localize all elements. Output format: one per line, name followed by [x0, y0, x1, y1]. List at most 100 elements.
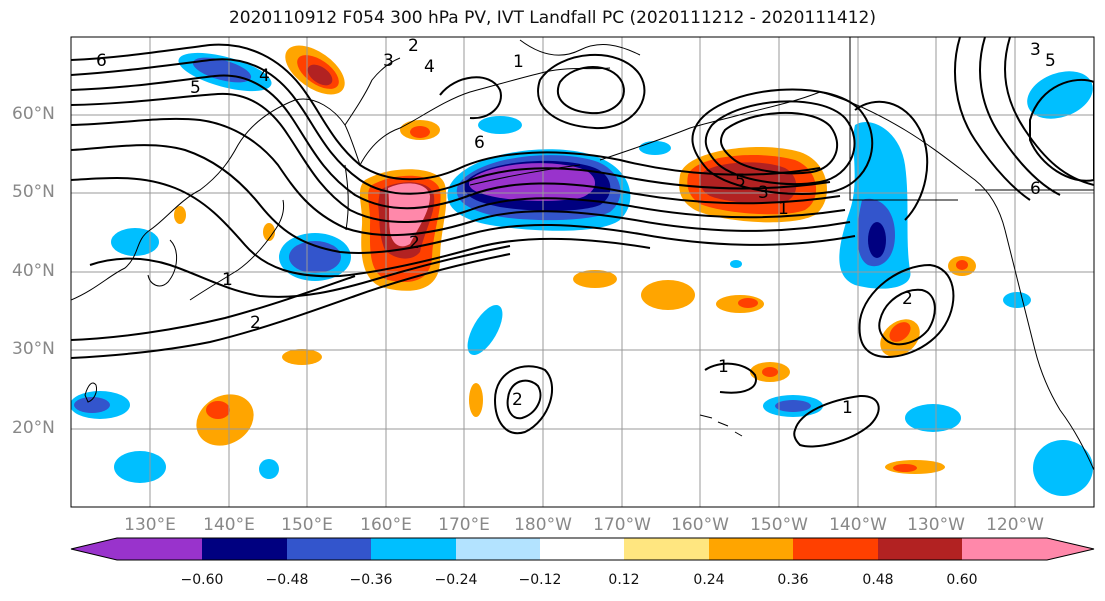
contour-label: 1 — [778, 199, 789, 219]
contour-label: 1 — [222, 270, 233, 290]
contour-label: 1 — [513, 52, 524, 72]
lon-label: 160°W — [671, 515, 729, 535]
contour-arc-hawaii — [793, 394, 880, 448]
colorbar-bin — [540, 538, 625, 560]
colorbar-outline — [70, 537, 1095, 561]
contour-label: 4 — [424, 57, 435, 77]
contour-ring-arctic-1 — [537, 54, 646, 130]
contour-ring-ne-pacific-1 — [858, 263, 955, 358]
neg-patch-small-7 — [905, 404, 961, 432]
colorbar-tick-label: 0.48 — [862, 572, 894, 588]
colorbar-tick-label: −0.48 — [265, 572, 309, 588]
contour-label: 6 — [1030, 179, 1041, 199]
contour-label: 6 — [474, 133, 485, 153]
colorbar-bin — [117, 538, 202, 560]
coast-aleutians — [469, 164, 581, 186]
contour-label: 3 — [383, 51, 394, 71]
contour-label: 6 — [96, 51, 107, 71]
map-frame — [70, 36, 1095, 508]
coast-japan — [189, 199, 285, 301]
lon-label: 150°E — [281, 515, 333, 535]
colorbar-bin — [624, 538, 709, 560]
contour-line-3 — [71, 74, 841, 210]
contour-label: 5 — [190, 78, 201, 98]
contour-arc-central — [704, 362, 757, 394]
contour-label: 2 — [409, 233, 420, 253]
lon-label: 140°E — [203, 515, 255, 535]
coast-kamchatka — [344, 57, 401, 126]
pos-patch-kamchatka-core — [307, 64, 333, 86]
pos-patch-small-3 — [573, 270, 617, 288]
contour-line-ne-1 — [954, 37, 1031, 201]
contour-label: 3 — [1030, 40, 1041, 60]
colorbar-tick-label: −0.60 — [180, 572, 224, 588]
pos-patch-small-10 — [282, 349, 322, 365]
contour-ring-subtropic-2 — [506, 379, 542, 420]
pos-patch-small-6b — [762, 367, 778, 377]
contour-line-8 — [89, 245, 511, 298]
contour-label: 2 — [408, 36, 419, 56]
colorbar-tick-label: 0.12 — [608, 572, 640, 588]
graticule — [71, 37, 1094, 507]
colorbar-extend-right — [1047, 538, 1094, 560]
lon-label: 130°W — [907, 515, 965, 535]
coast-hawaii — [699, 414, 743, 437]
neg-patch-small-11 — [1027, 71, 1093, 119]
neg-patch-small-3b — [775, 400, 811, 412]
pos-patch-small-12b — [893, 464, 917, 472]
plot-title: 2020110912 F054 300 hPa PV, IVT Landfall… — [228, 8, 876, 28]
neg-patch-small-5 — [114, 451, 166, 483]
coast-asia-mainland — [71, 67, 611, 301]
pos-patch-small-4 — [641, 280, 695, 310]
colorbar-bin — [371, 538, 456, 560]
colorbar-bin — [709, 538, 794, 560]
contour-line-9 — [71, 253, 511, 359]
neg-patch-small-12 — [730, 260, 742, 268]
colorbar — [70, 537, 1095, 561]
pos-patch-small-13 — [174, 206, 186, 224]
lon-label: 140°W — [829, 515, 887, 535]
pos-patch-small-9b — [206, 401, 230, 419]
colorbar-tick-label: 0.36 — [777, 572, 809, 588]
lon-label: 120°W — [986, 515, 1044, 535]
contour-ring-gulf-alaska-2 — [704, 100, 856, 185]
pos-patch-small-1b — [410, 126, 430, 138]
contour-arc-kamchatka — [439, 76, 502, 120]
pos-patch-small-8b — [956, 260, 968, 270]
lon-label: 160°E — [360, 515, 412, 535]
contour-line-10 — [71, 275, 356, 341]
neg-patch-small-8 — [1033, 440, 1093, 496]
contour-label: 2 — [250, 313, 261, 333]
colorbar-bin — [793, 538, 878, 560]
contour-label: 2 — [512, 390, 523, 410]
contour-line-2 — [71, 58, 831, 195]
pos-patch-small-14 — [263, 223, 275, 241]
colorbar-bin — [878, 538, 963, 560]
lon-label: 180°W — [514, 515, 572, 535]
coast-north-america — [1004, 229, 1094, 471]
contour-line-7 — [71, 176, 651, 278]
contour-arc-alaska — [854, 100, 929, 221]
contour-ring-gulf-alaska-1 — [691, 88, 874, 195]
pos-patch-small-7b — [889, 322, 911, 342]
colorbar-bin — [962, 538, 1047, 560]
contour-line-1 — [71, 43, 821, 181]
neg-patch-small-1 — [111, 228, 159, 256]
lat-label: 40°N — [12, 261, 55, 281]
contour-ring-subtropic-1 — [493, 365, 554, 435]
contour-label: 1 — [718, 357, 729, 377]
colorbar-tick-label: 0.60 — [946, 572, 978, 588]
contour-line-6 — [71, 144, 856, 255]
contour-line-ne-2 — [979, 37, 1061, 196]
colorbar-extend-left — [71, 538, 117, 560]
neg-patch-small-4b — [74, 397, 110, 413]
neg-patch-small-6 — [259, 459, 279, 479]
lon-label: 170°E — [438, 515, 490, 535]
pos-patch-kuril-core — [388, 183, 430, 247]
contour-labels: 6 5 4 3 2 1 1 2 2 1 1 6 5 3 2 1 2 4 3 5 … — [96, 36, 1056, 418]
coast-korea — [147, 239, 177, 287]
coast-canada-border — [849, 37, 958, 201]
colorbar-bin — [202, 538, 287, 560]
pos-patch-small-5b — [738, 298, 758, 308]
